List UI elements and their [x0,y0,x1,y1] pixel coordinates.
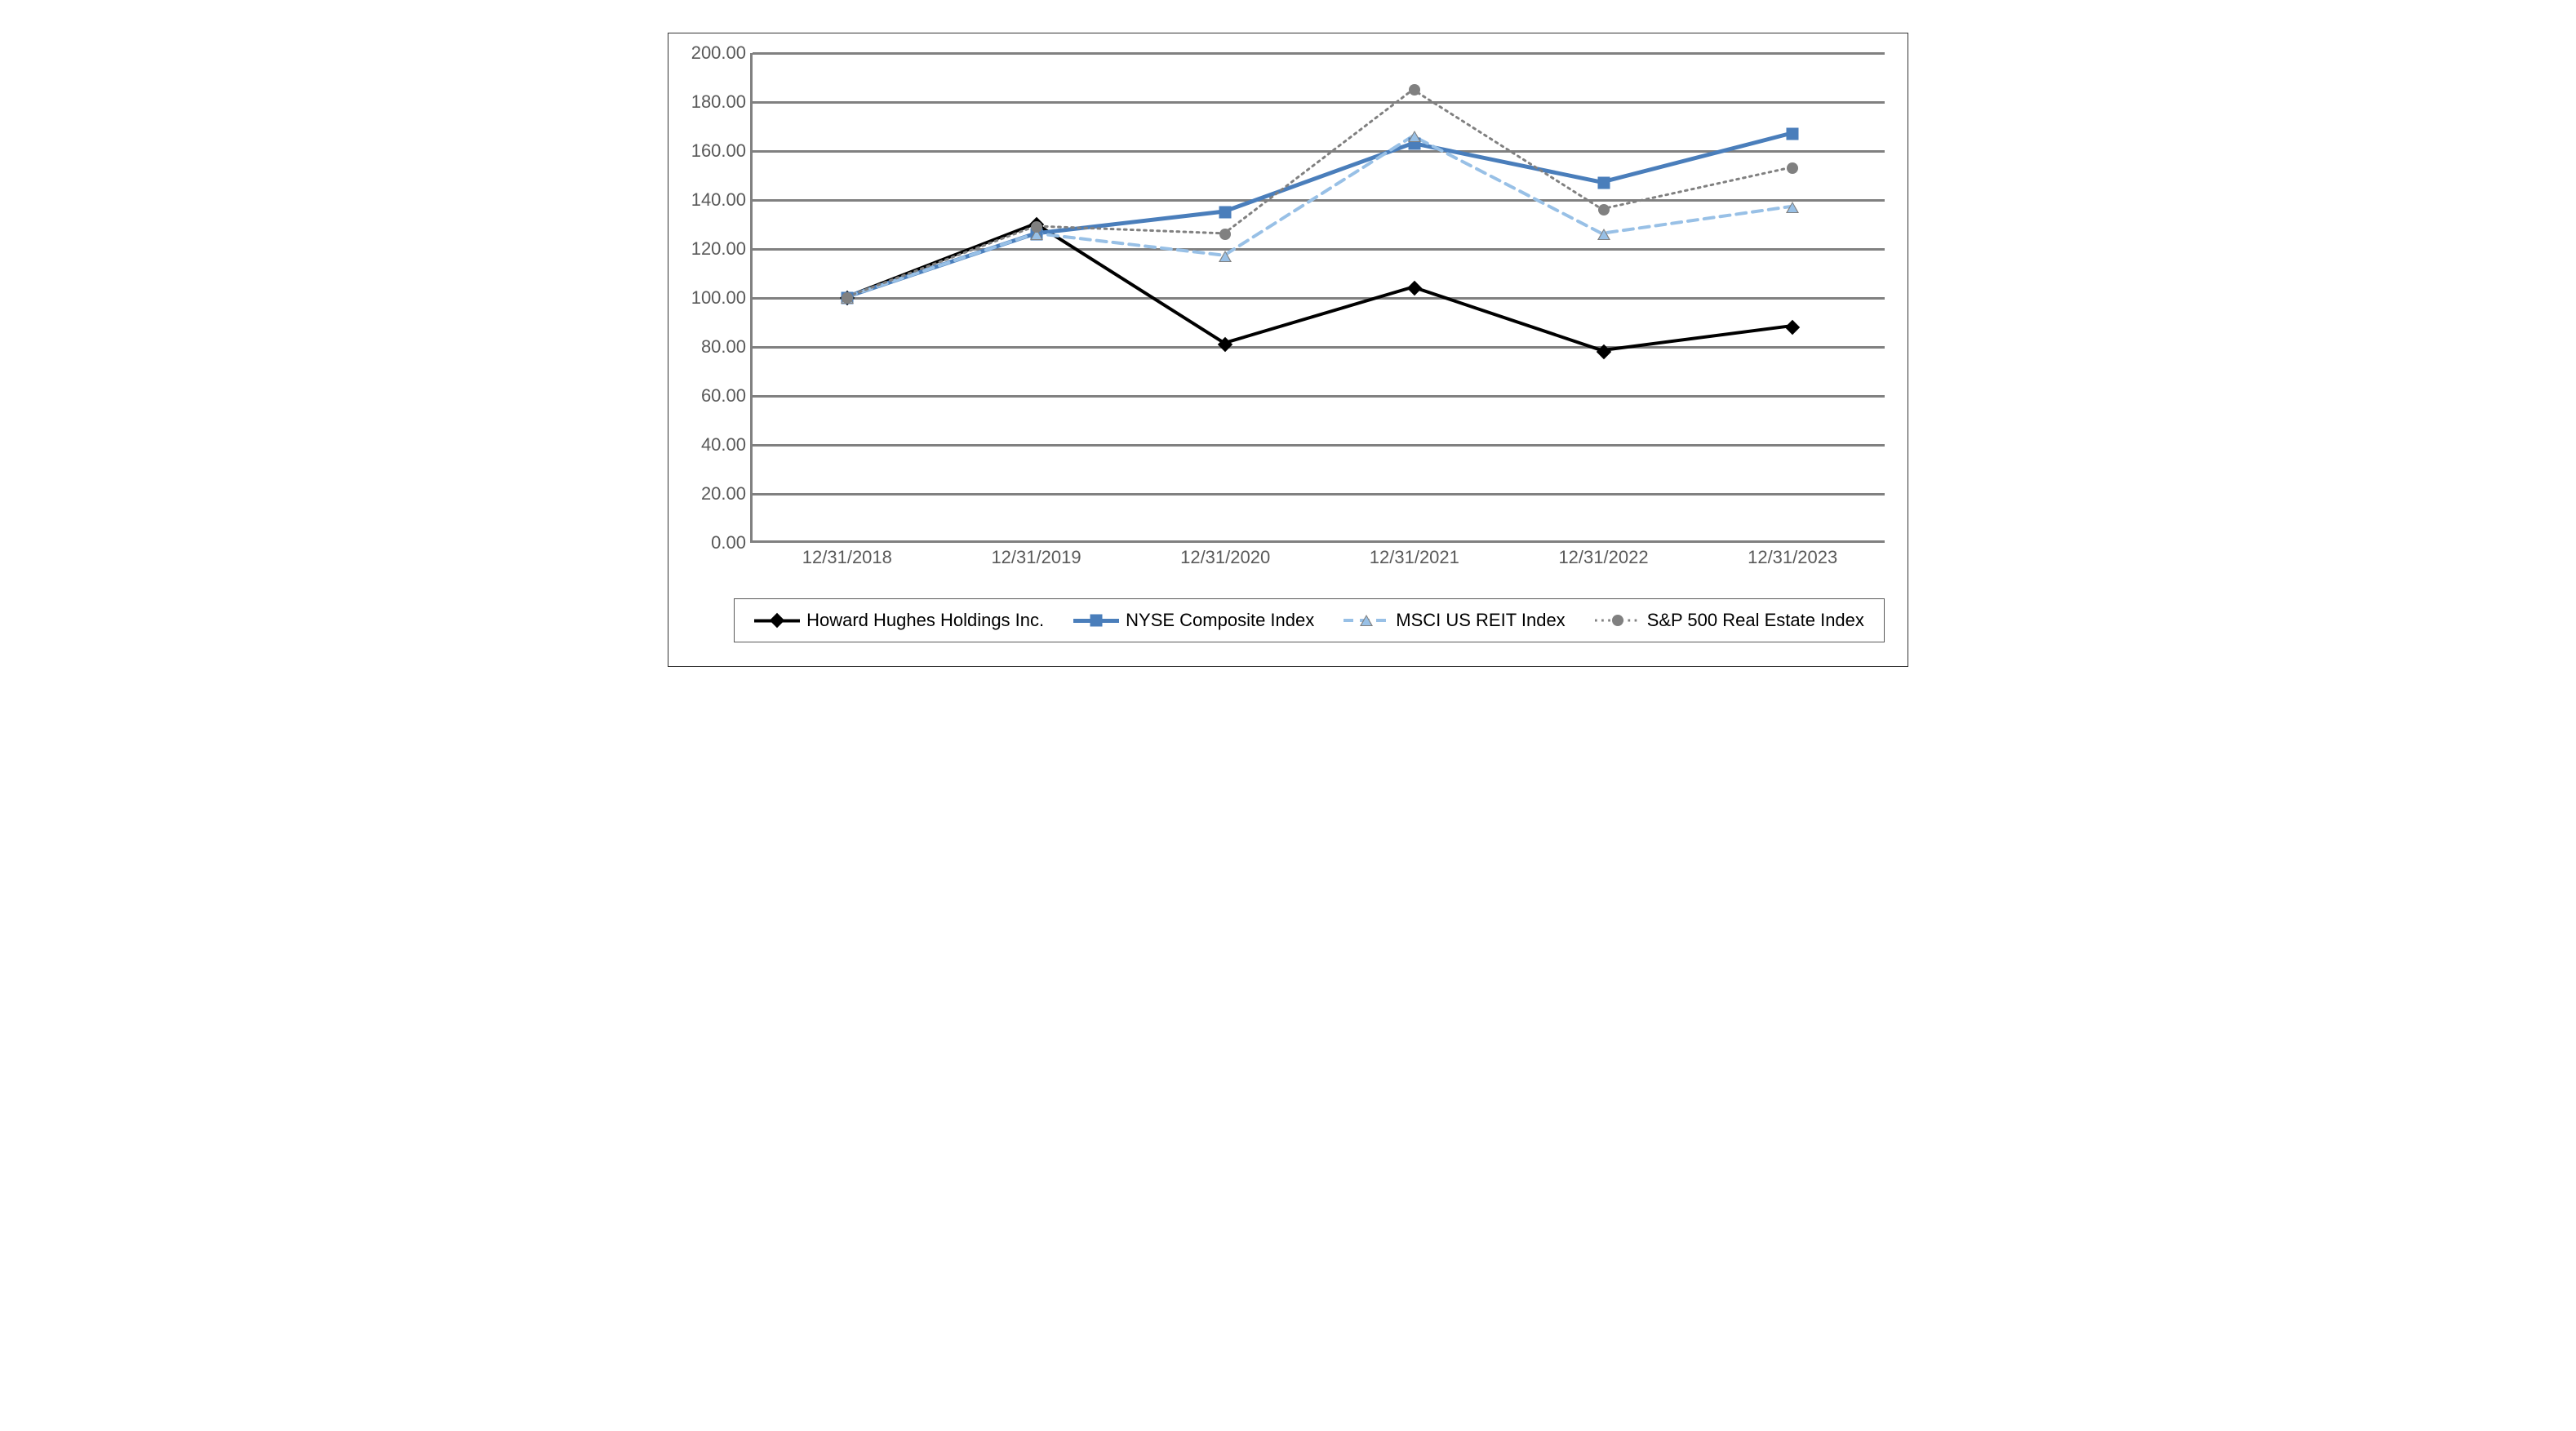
x-tick-label: 12/31/2020 [1180,540,1270,568]
legend-label-howard-hughes: Howard Hughes Holdings Inc. [806,610,1044,631]
x-tick-label: 12/31/2023 [1748,540,1837,568]
y-tick-label: 80.00 [701,336,753,358]
x-tick-label: 12/31/2022 [1558,540,1648,568]
marker-nyse-composite [1090,615,1103,627]
comparison-line-chart: 0.00 20.00 40.00 60.00 80.00 100.00 120.00 140.… [668,33,1908,667]
legend-swatch-msci-us-reit [1344,613,1389,628]
y-tick-label: 100.00 [691,287,753,309]
x-tick-label: 12/31/2018 [802,540,892,568]
plot-area: 0.0020.0040.0060.0080.00100.00120.00140.… [750,53,1885,543]
y-tick-label: 20.00 [701,483,753,504]
series-line-sp500-real-estate [847,90,1791,297]
legend-swatch-nyse-composite [1073,614,1119,628]
legend-entry-sp500-real-estate: S&P 500 Real Estate Index [1595,610,1864,631]
y-tick-label: 140.00 [691,189,753,211]
marker-msci-us-reit [1360,615,1373,626]
y-tick-label: 0.00 [711,532,753,553]
x-tick-label: 12/31/2019 [991,540,1081,568]
legend-label-sp500-real-estate: S&P 500 Real Estate Index [1647,610,1864,631]
legend-swatch-howard-hughes [754,615,800,627]
legend-entry-msci-us-reit: MSCI US REIT Index [1344,610,1565,631]
legend-entry-nyse-composite: NYSE Composite Index [1073,610,1314,631]
x-tick-label: 12/31/2021 [1370,540,1459,568]
series-line-nyse-composite [847,134,1791,297]
y-tick-label: 120.00 [691,238,753,260]
series-lines-svg [753,53,1885,540]
y-tick-label: 40.00 [701,434,753,456]
legend-label-msci-us-reit: MSCI US REIT Index [1396,610,1565,631]
legend-entry-howard-hughes: Howard Hughes Holdings Inc. [754,610,1044,631]
y-tick-label: 180.00 [691,91,753,113]
marker-sp500-real-estate [1612,615,1623,626]
y-tick-label: 200.00 [691,42,753,64]
legend: Howard Hughes Holdings Inc. NYSE Composit… [734,598,1885,642]
y-tick-label: 160.00 [691,140,753,162]
legend-label-nyse-composite: NYSE Composite Index [1126,610,1314,631]
y-tick-label: 60.00 [701,385,753,407]
legend-swatch-sp500-real-estate [1595,614,1641,627]
